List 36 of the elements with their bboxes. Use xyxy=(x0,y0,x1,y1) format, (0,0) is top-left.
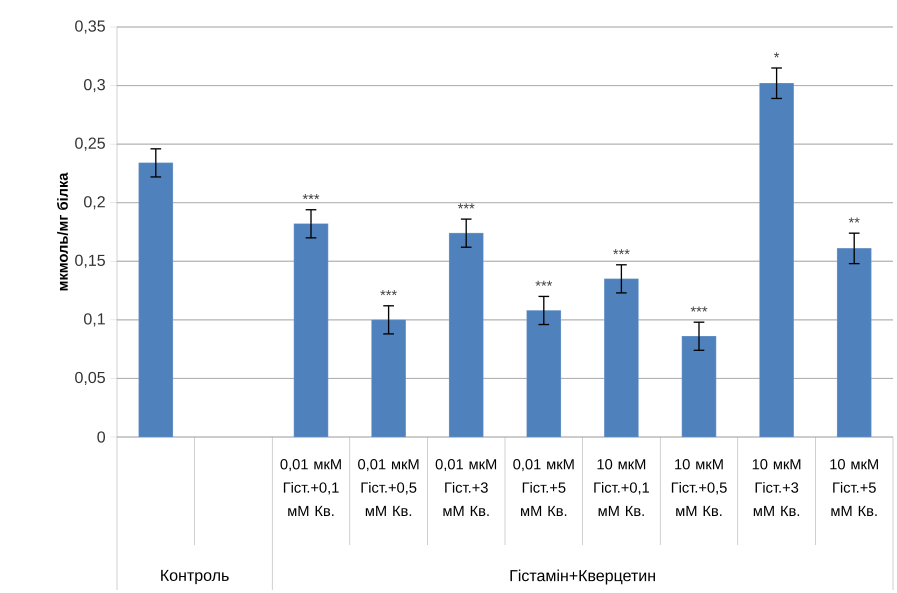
bar xyxy=(138,162,174,438)
text: Гістамін+Кверцетин xyxy=(510,570,655,584)
y-tick-label: 0,05 xyxy=(75,372,105,386)
annotation: *** xyxy=(302,194,320,200)
x-tick-label: 0,01 мкМ Гіст.+3 мМ Кв. xyxy=(436,459,496,516)
x-tick-label: 10 мкМ Гіст.+3 мМ Кв. xyxy=(752,459,800,516)
annotation: *** xyxy=(458,203,475,209)
y-tick-label: 0,25 xyxy=(75,138,105,151)
y-axis-title: мкмоль/мг білка xyxy=(56,172,68,290)
bar xyxy=(448,232,484,438)
y-tick-label: 0 xyxy=(97,431,106,443)
bar xyxy=(682,336,716,438)
x-tick-label: 0,01 мкМ Гіст.+0,5 мМ Кв. xyxy=(358,459,418,516)
y-tick-label: 0,2 xyxy=(84,196,105,210)
bar xyxy=(836,248,872,438)
x-tick-label: 10 мкМ Гіст.+0,1 мМ Кв. xyxy=(594,459,650,516)
annotation: * xyxy=(774,52,780,58)
bar xyxy=(294,224,328,438)
annotation: *** xyxy=(535,280,552,286)
y-tick-label: 0,1 xyxy=(84,313,105,326)
x-tick-label: 0,01 мкМ Гіст.+5 мМ Кв. xyxy=(513,459,574,516)
annotation: *** xyxy=(380,290,397,296)
y-tick-label: 0,15 xyxy=(75,254,105,268)
annotation: ** xyxy=(848,217,860,223)
annotation: *** xyxy=(613,249,630,254)
y-tick-label: 0,3 xyxy=(84,78,105,92)
x-tick-label: 10 мкМ Гіст.+5 мМ Кв. xyxy=(830,459,878,516)
bar xyxy=(371,320,406,438)
annotation: *** xyxy=(690,306,708,312)
bar xyxy=(526,310,562,438)
bar xyxy=(604,278,639,438)
y-tick-label: 0,35 xyxy=(75,20,105,34)
text: Контроль xyxy=(161,570,229,584)
bar xyxy=(759,82,794,438)
x-tick-label: 0,01 мкМ Гіст.+0,1 мМ Кв. xyxy=(280,459,341,516)
x-tick-label: 10 мкМ Гіст.+0,5 мМ Кв. xyxy=(672,459,727,516)
